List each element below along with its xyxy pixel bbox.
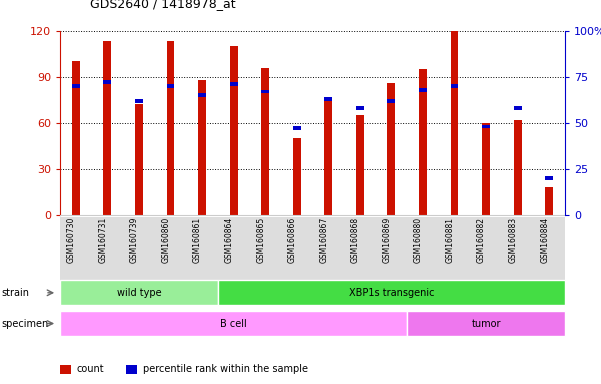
Bar (356, 115, 364, 215)
Bar (135, 99, 143, 103)
Bar (72, 61, 80, 215)
Bar (451, 84, 459, 88)
Text: GSM160867: GSM160867 (319, 217, 328, 263)
Text: GSM160883: GSM160883 (508, 217, 517, 263)
Bar (356, 106, 364, 110)
Text: GSM160868: GSM160868 (351, 217, 360, 263)
Text: GSM160865: GSM160865 (256, 217, 265, 263)
Text: GSM160730: GSM160730 (67, 217, 76, 263)
Bar (388, 83, 395, 215)
Bar (482, 123, 490, 215)
Bar (230, 82, 237, 86)
Bar (545, 187, 553, 215)
Bar (293, 126, 300, 130)
Text: GSM160869: GSM160869 (382, 217, 391, 263)
Text: GSM160861: GSM160861 (193, 217, 202, 263)
Text: XBP1s transgenic: XBP1s transgenic (349, 288, 434, 298)
Bar (419, 69, 427, 215)
Bar (419, 88, 427, 92)
Bar (198, 80, 206, 215)
Text: strain: strain (2, 288, 30, 298)
Bar (72, 84, 80, 88)
Text: GSM160882: GSM160882 (477, 217, 486, 263)
Bar (545, 176, 553, 180)
Bar (135, 104, 143, 215)
Text: count: count (77, 364, 105, 374)
Text: B cell: B cell (220, 318, 247, 329)
Text: percentile rank within the sample: percentile rank within the sample (143, 364, 308, 374)
Bar (166, 84, 174, 88)
Bar (451, 31, 459, 215)
Bar (388, 99, 395, 103)
Text: GSM160731: GSM160731 (99, 217, 108, 263)
Text: wild type: wild type (117, 288, 161, 298)
Text: GSM160860: GSM160860 (162, 217, 171, 263)
Bar (293, 138, 300, 215)
Bar (103, 41, 111, 215)
Bar (230, 46, 237, 215)
Bar (514, 106, 522, 110)
Bar (325, 97, 332, 101)
Bar (198, 93, 206, 97)
Text: GSM160880: GSM160880 (414, 217, 423, 263)
Bar (103, 80, 111, 84)
Text: GSM160884: GSM160884 (540, 217, 549, 263)
Text: GDS2640 / 1418978_at: GDS2640 / 1418978_at (90, 0, 236, 10)
Bar (482, 125, 490, 129)
Text: specimen: specimen (2, 318, 49, 329)
Bar (325, 98, 332, 215)
Bar (261, 89, 269, 93)
Text: GSM160881: GSM160881 (445, 217, 454, 263)
Bar (261, 68, 269, 215)
Text: GSM160866: GSM160866 (288, 217, 297, 263)
Text: GSM160739: GSM160739 (130, 217, 139, 263)
Bar (166, 41, 174, 215)
Text: GSM160864: GSM160864 (225, 217, 234, 263)
Bar (514, 120, 522, 215)
Text: tumor: tumor (471, 318, 501, 329)
